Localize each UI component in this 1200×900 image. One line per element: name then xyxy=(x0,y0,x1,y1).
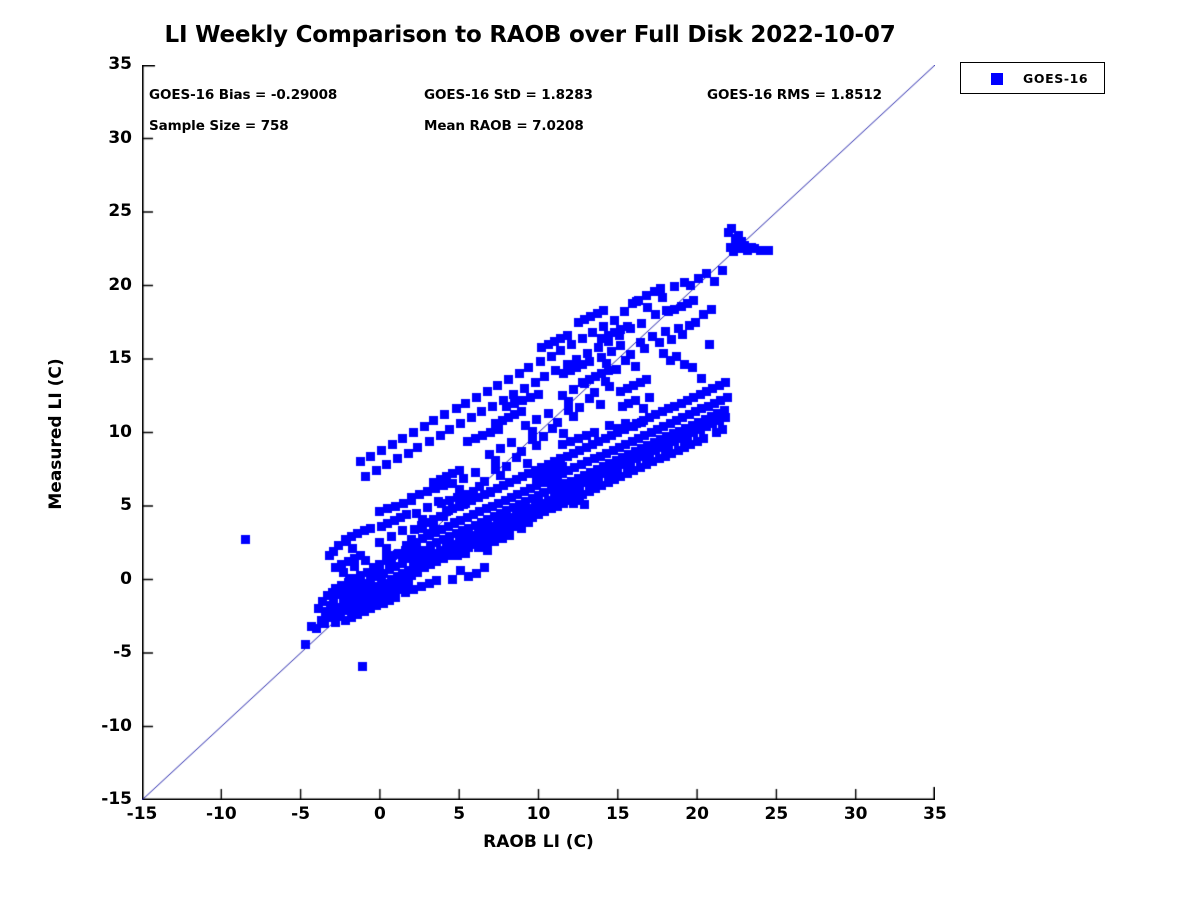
x-tick-label: 35 xyxy=(923,804,947,824)
y-tick-label: -10 xyxy=(101,715,132,736)
scatter-canvas xyxy=(142,65,935,800)
page-title: LI Weekly Comparison to RAOB over Full D… xyxy=(164,22,896,48)
x-tick-label: 25 xyxy=(764,804,789,824)
x-tick-label: 10 xyxy=(526,804,551,824)
y-tick-label: 30 xyxy=(108,127,132,148)
legend-box: GOES-16 xyxy=(960,62,1105,94)
x-tick-label: -5 xyxy=(291,804,311,824)
y-tick-label: 15 xyxy=(108,348,132,368)
x-tick-label: 5 xyxy=(453,804,466,824)
x-axis-tick-labels: -15 -10 -5 0 5 10 15 20 25 30 35 xyxy=(0,806,1200,836)
legend-marker-goes16-icon xyxy=(991,73,1003,85)
plot-area xyxy=(142,65,935,800)
legend-label-goes16: GOES-16 xyxy=(1023,71,1089,86)
x-tick-label: 15 xyxy=(605,804,630,824)
x-tick-label: -10 xyxy=(205,804,237,824)
y-tick-label: 10 xyxy=(108,421,132,442)
x-tick-label: 30 xyxy=(843,804,868,824)
y-tick-label: -5 xyxy=(113,642,132,662)
y-tick-label: 0 xyxy=(120,568,132,589)
y-axis-tick-labels: -15 -10 -5 0 5 10 15 20 25 30 35 xyxy=(80,0,132,900)
y-tick-label: 20 xyxy=(108,274,132,295)
y-axis-title: Measured LI (C) xyxy=(46,358,66,510)
x-axis-title: RAOB LI (C) xyxy=(483,832,594,852)
y-tick-label: 25 xyxy=(108,201,132,221)
x-tick-label: 20 xyxy=(685,804,709,824)
x-tick-label: 0 xyxy=(373,804,386,824)
y-tick-label: 35 xyxy=(108,54,132,74)
y-tick-label: -15 xyxy=(101,789,132,809)
x-tick-label: -15 xyxy=(126,804,158,824)
y-tick-label: 5 xyxy=(120,495,132,515)
